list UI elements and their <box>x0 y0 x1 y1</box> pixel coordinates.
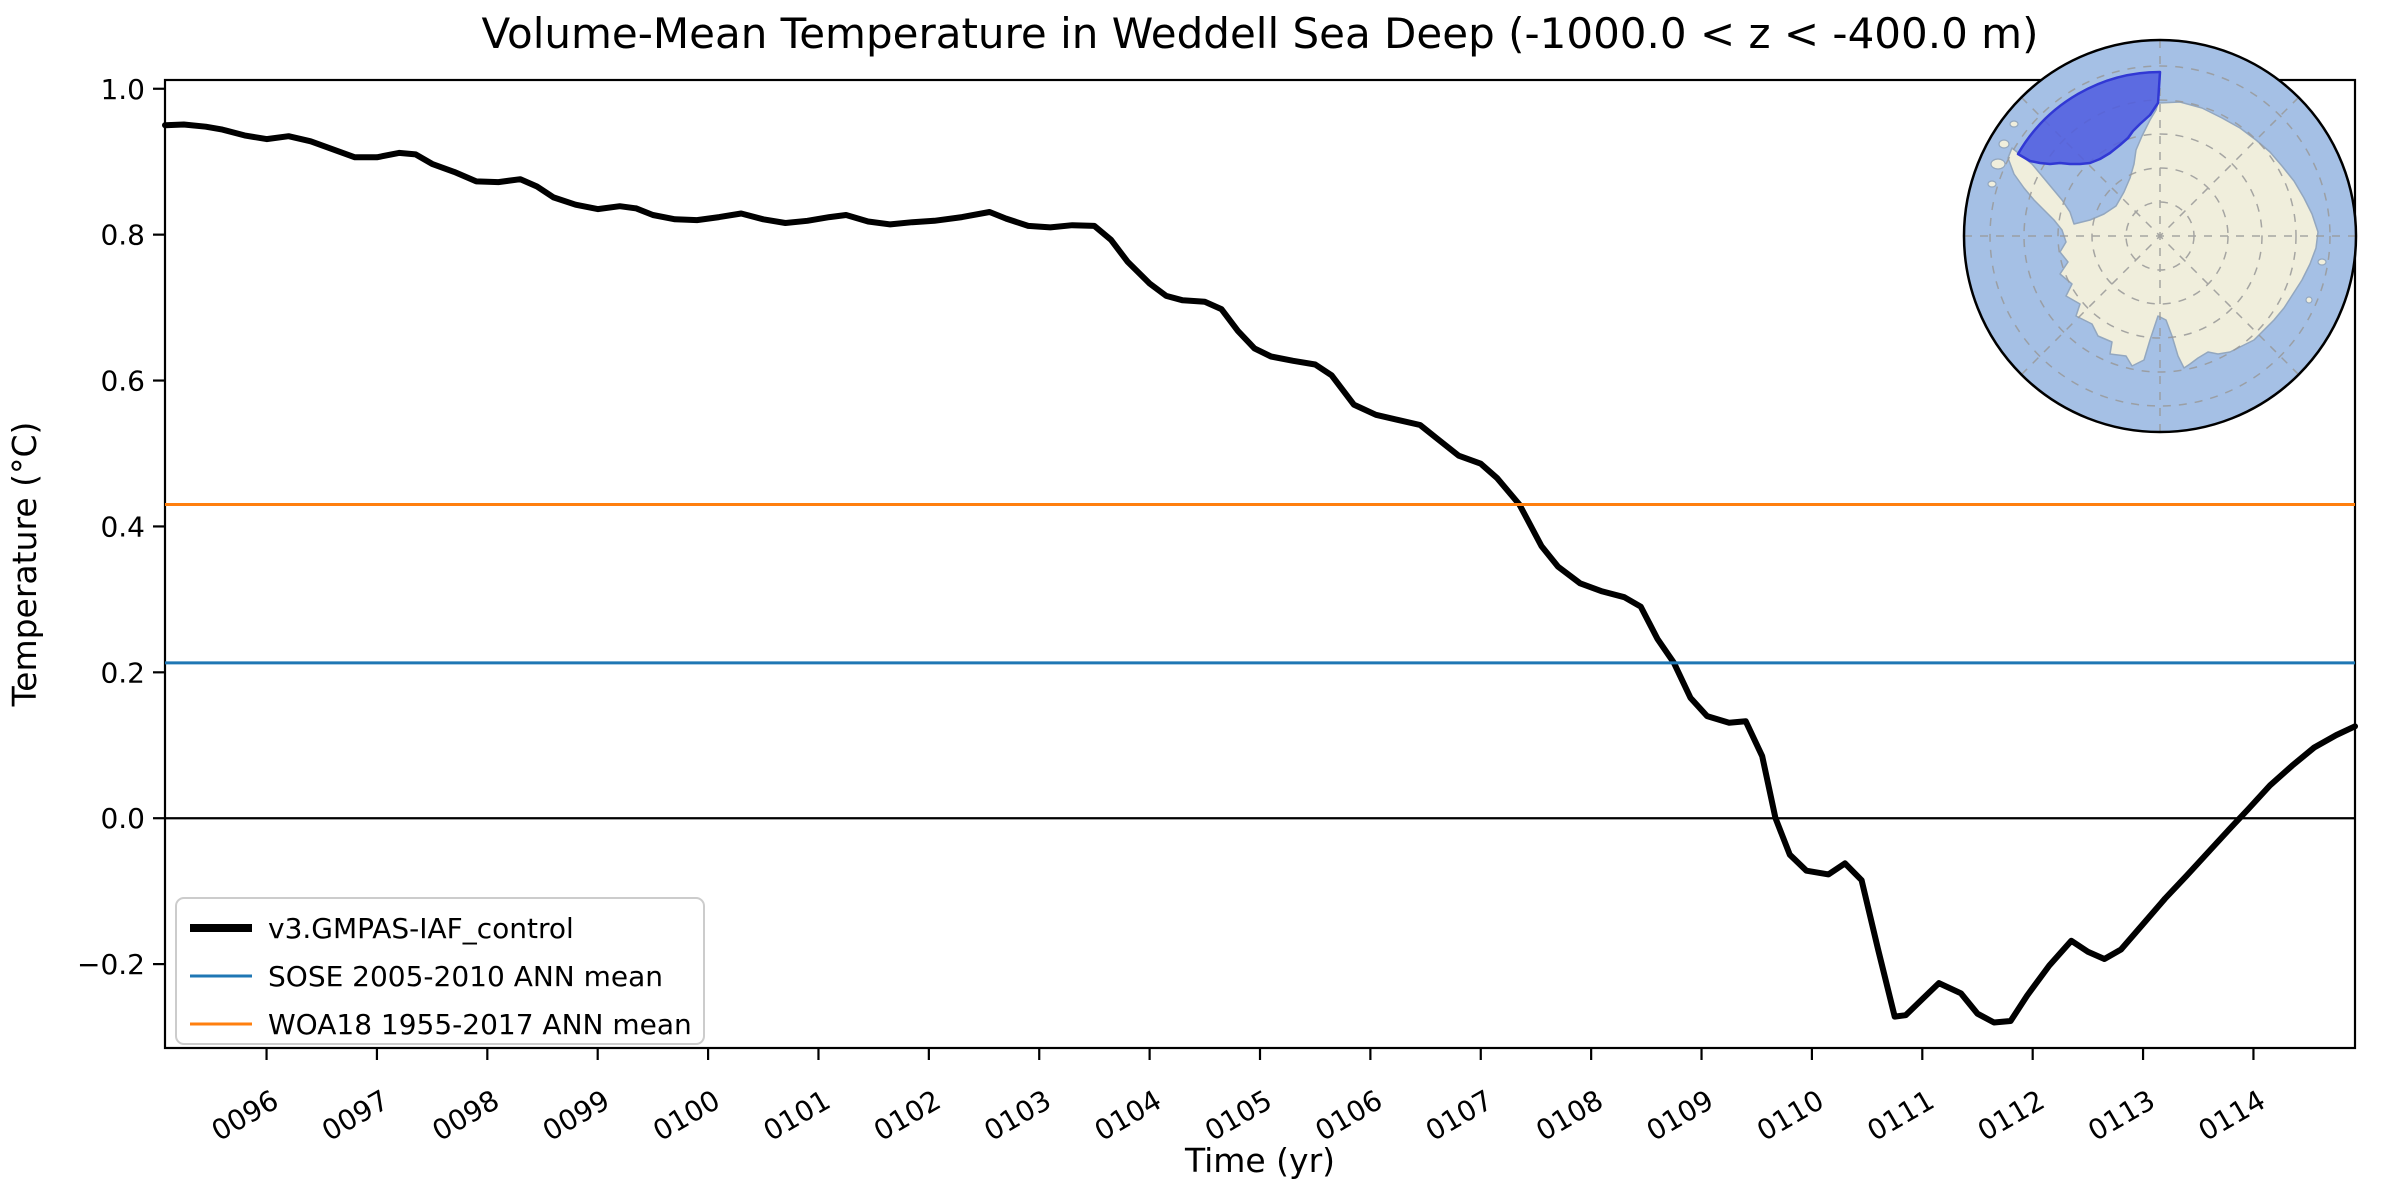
y-tick-label: 0.2 <box>100 656 145 689</box>
graticule <box>1964 40 2356 432</box>
y-tick-label: 0.6 <box>100 365 145 398</box>
island <box>2009 120 2019 128</box>
island <box>1987 180 1997 188</box>
legend-label-woa18: WOA18 1955-2017 ANN mean <box>268 1008 692 1041</box>
x-tick-label: 0104 <box>1089 1083 1167 1147</box>
x-tick-label: 0107 <box>1420 1083 1498 1147</box>
graticule-circle <box>1989 65 2331 407</box>
x-tick-label: 0102 <box>868 1083 946 1147</box>
legend-box <box>175 897 705 1045</box>
x-tick-label: 0106 <box>1310 1083 1388 1147</box>
island <box>1990 158 2006 170</box>
x-tick-label: 0098 <box>427 1083 505 1147</box>
x-tick-label: 0096 <box>206 1083 284 1147</box>
graticule-circle <box>2023 99 2297 373</box>
x-tick-label: 0097 <box>316 1083 394 1147</box>
x-tick-label: 0103 <box>979 1083 1057 1147</box>
x-tick-label: 0109 <box>1641 1083 1719 1147</box>
x-axis-ticks: 0096 0097 0098 0099 0100 0101 0102 0103 0104 0105… <box>206 1048 2271 1148</box>
antarctica-landmass <box>1987 101 2327 369</box>
y-tick-label: −0.2 <box>77 948 145 981</box>
x-tick-label: 0110 <box>1751 1083 1829 1147</box>
legend-label-sose: SOSE 2005-2010 ANN mean <box>268 960 663 993</box>
weddell-sea-region-overlay <box>2016 70 2162 166</box>
x-tick-label: 0105 <box>1199 1083 1277 1147</box>
y-tick-label: 0.4 <box>100 510 145 543</box>
x-tick-label: 0101 <box>758 1083 836 1147</box>
island <box>1998 139 2010 149</box>
legend-label-control: v3.GMPAS-IAF_control <box>268 912 574 945</box>
x-tick-label: 0112 <box>1972 1083 2050 1147</box>
x-axis-label: Time (yr) <box>1184 1141 1335 1180</box>
x-tick-label: 0113 <box>2082 1083 2160 1147</box>
x-tick-label: 0111 <box>1862 1083 1940 1147</box>
legend: v3.GMPAS-IAF_control SOSE 2005-2010 ANN … <box>175 897 705 1045</box>
plot-lines <box>162 121 2358 1026</box>
chart-title: Volume-Mean Temperature in Weddell Sea D… <box>482 9 2039 58</box>
y-tick-label: 1.0 <box>100 73 145 106</box>
graticule-meridian <box>2020 96 2300 376</box>
antarctica-islands <box>1987 120 2327 304</box>
antarctica-inset-map <box>1962 38 2358 434</box>
temperature-series-line <box>162 121 2358 1026</box>
graticule-circle <box>2057 133 2263 339</box>
x-tick-label: 0099 <box>537 1083 615 1147</box>
island <box>2317 258 2327 266</box>
y-tick-label: 0.8 <box>100 219 145 252</box>
x-tick-label: 0100 <box>647 1083 725 1147</box>
y-axis-label: Temperature (°C) <box>5 422 44 708</box>
antarctica-continent <box>2007 101 2319 369</box>
y-axis-ticks: −0.2 0.0 0.2 0.4 0.6 0.8 1.0 <box>77 73 165 981</box>
x-tick-label: 0108 <box>1530 1083 1608 1147</box>
island <box>2305 296 2313 304</box>
map-boundary-circle <box>1962 38 2358 434</box>
y-tick-label: 0.0 <box>100 802 145 835</box>
x-tick-label: 0114 <box>2193 1083 2271 1147</box>
